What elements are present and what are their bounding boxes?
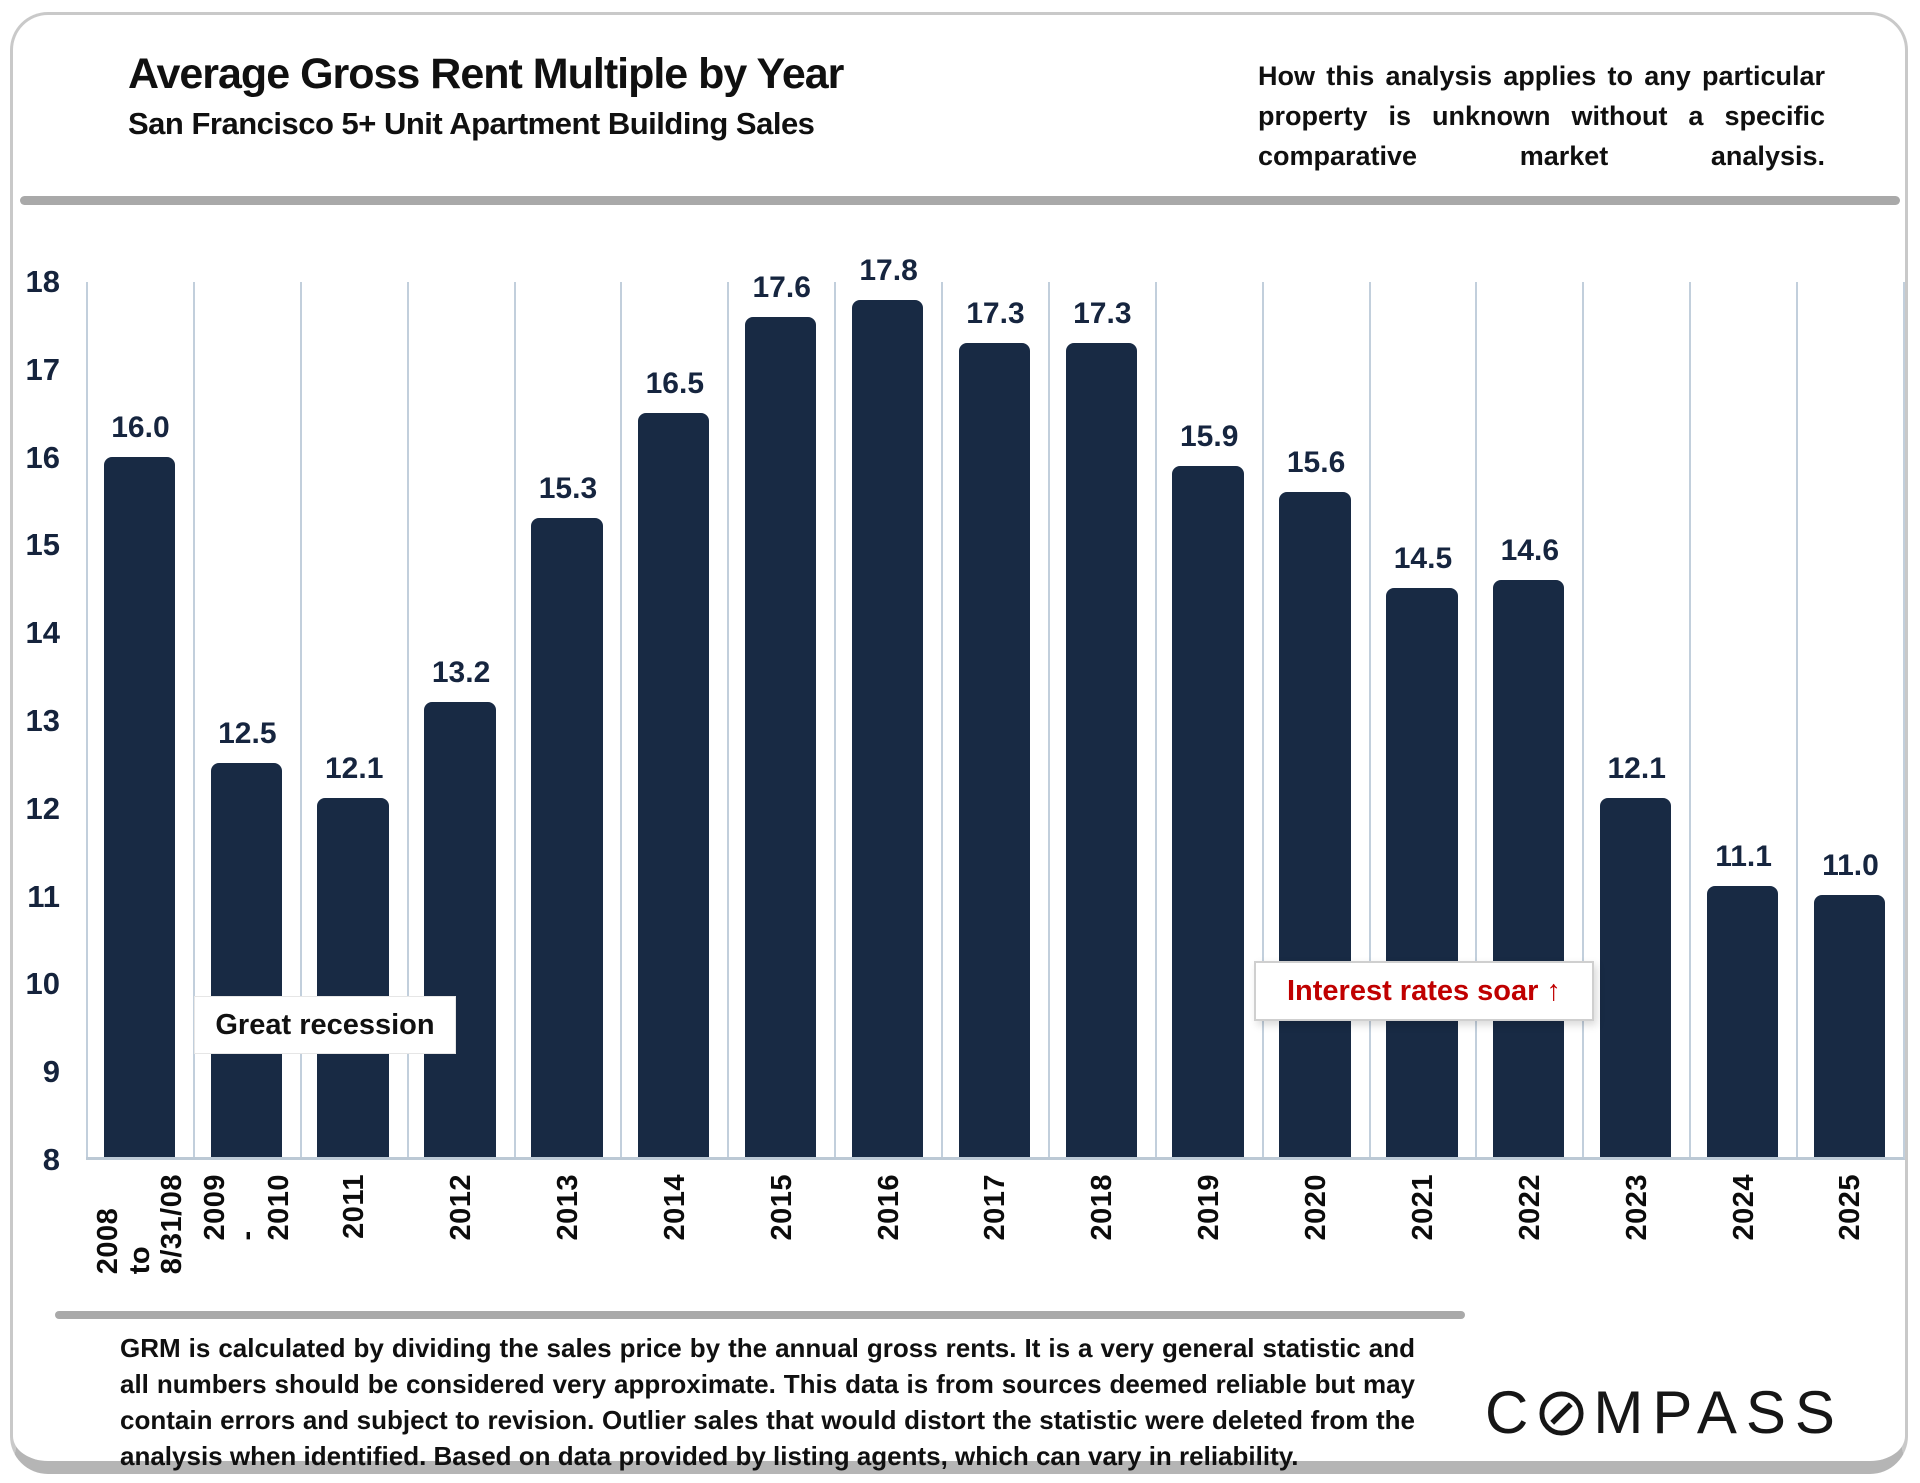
bar: [424, 702, 496, 1157]
bar-slot: 16.0 2008 to 8/31/08: [86, 282, 193, 1274]
bar: [1599, 798, 1672, 1157]
compass-logo-text-c: C: [1485, 1379, 1538, 1446]
bar-slot: 17.3 2017: [941, 282, 1048, 1241]
bar-value-label: 17.3: [1073, 297, 1132, 331]
bar-slot: 17.8 2016: [834, 254, 941, 1241]
bar-slot: 11.1 2024: [1689, 282, 1796, 1241]
bar-slot: 17.3 2018: [1047, 282, 1155, 1241]
bar-value-label: 16.5: [645, 367, 704, 401]
x-tick-label: 2022: [1513, 1174, 1546, 1241]
y-tick-label: 16: [25, 439, 60, 475]
y-tick-label: 12: [25, 790, 60, 826]
bar-value-label: 14.5: [1393, 542, 1453, 576]
bar-slot: 12.1 2011: [299, 282, 407, 1239]
bar: [851, 299, 924, 1157]
great-recession-annotation: Great recession: [194, 996, 456, 1054]
footer-divider: [55, 1311, 1465, 1319]
bar: [744, 317, 817, 1157]
bar-value-label: 12.5: [218, 717, 277, 751]
bar-slot: 17.6 2015: [727, 271, 834, 1241]
x-tick-label: 2014: [658, 1174, 691, 1241]
bar-value-label: 16.0: [111, 411, 170, 444]
bar-value-label: 11.1: [1715, 839, 1772, 873]
y-tick-label: 18: [25, 264, 60, 299]
bar-value-label: 15.6: [1286, 446, 1346, 479]
y-tick-label: 15: [25, 527, 60, 563]
bar: [531, 518, 603, 1157]
y-tick-label: 11: [27, 878, 60, 914]
x-tick-label: 2012: [445, 1174, 478, 1241]
chart-title: Average Gross Rent Multiple by Year: [128, 50, 844, 98]
bar-slot: 12.1 2023: [1582, 282, 1689, 1241]
bar-slot: 14.6 2022: [1475, 282, 1582, 1241]
x-tick-label: 2020: [1300, 1174, 1333, 1241]
y-tick-label: 13: [25, 703, 60, 738]
disclaimer-note: How this analysis applies to any particu…: [1258, 61, 1825, 171]
compass-needle-icon: [1539, 1391, 1584, 1436]
x-tick-label: 2018: [1086, 1174, 1119, 1241]
x-tick-label: 2023: [1620, 1174, 1653, 1241]
x-tick-label: 2011: [338, 1174, 371, 1239]
bar-value-label: 11.0: [1822, 848, 1879, 882]
bar-value-label: 14.6: [1500, 533, 1559, 567]
y-tick-label: 8: [42, 1142, 60, 1177]
footer-disclaimer: GRM is calculated by dividing the sales …: [120, 1333, 1415, 1471]
bar-value-label: 12.1: [324, 752, 384, 786]
bar: [1493, 579, 1565, 1157]
bar: [958, 343, 1031, 1157]
x-tick-label: 2013: [551, 1174, 584, 1241]
bar-value-label: 13.2: [431, 656, 491, 690]
x-tick-label: 2025: [1834, 1174, 1867, 1241]
bar: [1172, 465, 1244, 1157]
header-divider: [20, 196, 1900, 205]
y-tick-label: 10: [25, 966, 60, 1002]
bar: [1279, 492, 1351, 1157]
compass-logo: C MPASS: [1485, 1378, 1844, 1447]
bar-value-label: 15.9: [1179, 419, 1239, 453]
bar-value-label: 12.1: [1607, 752, 1666, 786]
bar: [210, 763, 282, 1157]
x-tick-label: 2009 - 2010: [199, 1174, 296, 1241]
bar: [1706, 885, 1779, 1157]
x-tick-label: 2017: [979, 1174, 1012, 1241]
bar-slot: 11.0 2025: [1796, 282, 1903, 1241]
bar: [317, 798, 389, 1157]
bar: [103, 457, 176, 1157]
bar-slot: 12.5 2009 - 2010: [192, 282, 300, 1241]
bar-value-label: 17.8: [859, 253, 918, 287]
bar-value-label: 17.3: [966, 297, 1025, 331]
bar-slot: 14.5 2021: [1368, 282, 1476, 1241]
bar-slot: 15.9 2019: [1154, 282, 1262, 1241]
y-tick-label: 14: [25, 615, 60, 651]
x-tick-label: 2024: [1727, 1174, 1760, 1241]
x-tick-label: 2016: [872, 1174, 905, 1241]
x-tick-label: 2008 to 8/31/08: [92, 1174, 189, 1275]
chart-subtitle: San Francisco 5+ Unit Apartment Building…: [128, 106, 815, 141]
y-tick-label: 9: [42, 1054, 60, 1090]
y-axis: 18 17 16 15 14 13 12 11 10 9 8: [0, 264, 66, 1177]
bar: [1813, 894, 1886, 1157]
compass-logo-text-mpass: MPASS: [1593, 1379, 1844, 1446]
bar-slot: 13.2 2012: [406, 282, 514, 1241]
bar-slot: 15.6 2020: [1261, 282, 1369, 1241]
bar-value-label: 17.6: [752, 271, 811, 304]
plot-area: 16.0 2008 to 8/31/08 12.5 2009 - 2010 12.1 20…: [86, 254, 1905, 1274]
bar-slot: 16.5 2014: [620, 282, 727, 1241]
bar: [1065, 343, 1137, 1157]
bar: [638, 413, 710, 1157]
bar-slot: 15.3 2013: [513, 282, 621, 1241]
interest-rates-annotation: Interest rates soar ↑: [1254, 961, 1594, 1021]
y-tick-label: 17: [25, 351, 60, 387]
bar-value-label: 15.3: [538, 472, 598, 506]
x-tick-label: 2019: [1193, 1174, 1226, 1241]
x-tick-label: 2015: [765, 1174, 798, 1241]
x-tick-label: 2021: [1406, 1174, 1439, 1241]
bar: [1386, 588, 1458, 1157]
